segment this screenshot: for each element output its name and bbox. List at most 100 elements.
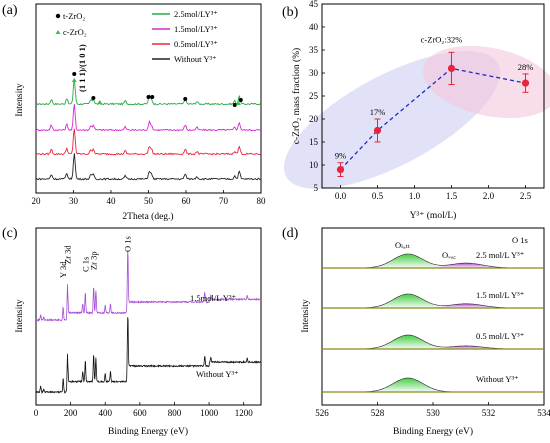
- panel-d-curves: 2.5 mol/L Y³⁺ 1.5 mol/L Y³⁺ 0.5 mol/L Y³⁺ W…: [322, 250, 544, 393]
- panel-b-point-3: [521, 79, 530, 87]
- panel-a-xtick-label-0: 20: [32, 196, 42, 206]
- panel-a-xtick-label-4: 60: [182, 196, 192, 206]
- c-zro2-legend-marker: [55, 30, 61, 34]
- panel-c-peak-label-0: Y 3d: [58, 261, 68, 278]
- panel-c-peak-label-4: O 1s: [123, 236, 133, 252]
- panel-d-ovac-fill-2: [322, 345, 544, 349]
- panel-c-xtick-label-3: 600: [133, 408, 147, 418]
- panel-d-series-label-3: Without Y³⁺: [476, 374, 519, 384]
- panel-d-x-ticks: 526 528 530 532 534: [315, 402, 550, 418]
- panel-d-ylabel: Intensity: [301, 299, 311, 332]
- panel-a-series-0: [35, 78, 262, 106]
- panel-d-xtick-label-0: 526: [315, 408, 329, 418]
- panel-b-point-label-1: 17%: [370, 107, 386, 117]
- panel-a-c-marker-2: [236, 101, 241, 105]
- panel-a-legend-label-2: 0.5mol/LY³⁺: [174, 39, 218, 49]
- panel-a-xlabel: 2Theta (deg.): [122, 211, 173, 222]
- panel-c-xtick-label-5: 1000: [200, 408, 219, 418]
- panel-b-xtick-label-4: 2.0: [483, 191, 495, 201]
- panel-b-ytick-label-0: 5: [314, 183, 319, 193]
- panel-b-mass-fraction: 0.0 0.5 1.0 1.5 2.0 2.5 5 10 15 20 25 30 35 40 45 9% 17…: [283, 0, 550, 221]
- panel-a-t-marker-3: [150, 95, 155, 99]
- panel-b-ytick-label-4: 25: [309, 91, 319, 101]
- panel-b-ytick-label-2: 15: [309, 137, 319, 147]
- panel-c-xtick-label-2: 400: [98, 408, 112, 418]
- panel-c-frame: [35, 227, 262, 406]
- panel-b-xtick-label-0: 0.0: [335, 191, 347, 201]
- panel-d-olatt-fill-3: [322, 378, 544, 392]
- panel-b-xtick-label-1: 0.5: [372, 191, 384, 201]
- panel-a-series-3: [35, 153, 261, 181]
- panel-a-legend-label-0: 2.5mol/LY³⁺: [174, 9, 218, 19]
- panel-b-points: 9% 17% c-ZrO₂:32% 28%: [335, 34, 533, 177]
- panel-a-legend: 2.5mol/LY³⁺ 1.5mol/LY³⁺ 0.5mol/LY³⁺ Without…: [152, 9, 218, 64]
- panel-letter-c: (c): [2, 226, 18, 241]
- panel-c-xlabel: Binding Energy (eV): [108, 426, 188, 437]
- panel-d-xtick-label-4: 534: [537, 408, 550, 418]
- panel-b-point-1: [373, 126, 382, 135]
- panel-letter-a: (a): [2, 3, 18, 18]
- panel-a-legend-label-1: 1.5mol/LY³⁺: [174, 24, 218, 34]
- panel-b-ytick-label-6: 35: [309, 45, 319, 55]
- panel-b-point-label-0: 9%: [335, 151, 346, 161]
- panel-c-series-label-2: Without Y³⁺: [196, 369, 239, 379]
- panel-d-xtick-label-3: 532: [482, 408, 496, 418]
- panel-a-xtick-label-6: 80: [257, 196, 267, 206]
- panel-c-xtick-label-4: 800: [168, 408, 182, 418]
- panel-c-series-0: [36, 251, 262, 323]
- panel-a-xtick-label-5: 70: [219, 196, 229, 206]
- panel-a-t-marker-5: [232, 103, 237, 107]
- panel-a-c-marker-1: [97, 100, 103, 104]
- panel-a-series-1: [35, 103, 262, 132]
- panel-b-pink-ellipse: [423, 45, 550, 119]
- panel-a-x-ticks: 20 30 40 50 60 70 80: [32, 190, 267, 206]
- panel-a-t-marker-4: [183, 97, 188, 101]
- panel-d-olatt-fill-0: [322, 254, 544, 268]
- panel-d-series-label-2: 0.5 mol/L Y³⁺: [476, 331, 524, 341]
- panel-a-xtick-label-3: 50: [144, 196, 154, 206]
- panel-d-olatt-label: Oₗₐₜₜ: [395, 240, 411, 250]
- panel-b-xtick-label-3: 1.5: [446, 191, 458, 201]
- panel-a-xrd: 20 30 40 50 60 70 80 (1 1 1)/(1 0 1) t-ZrO₂ c-…: [15, 3, 267, 222]
- panel-a-xtick-label-1: 30: [69, 196, 79, 206]
- panel-c-xtick-label-1: 200: [64, 408, 78, 418]
- panel-d-o1s: 526 528 530 532 534 2.5 mol/L Y³⁺ 1.5 mol/L Y…: [301, 227, 550, 437]
- panel-d-series-label-1: 1.5 mol/L Y³⁺: [476, 290, 524, 300]
- t-zro2-legend-marker: [55, 13, 61, 19]
- panel-a-series-2: [35, 128, 262, 156]
- panel-c-series-label-1: 1.5mol/L Y³⁺: [190, 293, 236, 303]
- panel-c-peak-label-3: Zr 3p: [89, 251, 99, 270]
- panel-d-xlabel: Binding Energy (eV): [393, 426, 473, 437]
- panel-a-t-marker-1: [91, 96, 96, 100]
- panel-a-c-marker-0: [71, 78, 77, 82]
- panel-b-ytick-label-3: 20: [309, 114, 319, 124]
- panel-c-series: [35, 251, 262, 394]
- panel-c-ylabel: Intensity: [15, 299, 25, 332]
- panel-d-ovac-fill-0: [322, 263, 544, 268]
- panel-a-ylabel: Intensity: [15, 83, 25, 116]
- panel-b-ylabel: c-ZrO₂ mass fraction (%): [291, 48, 302, 144]
- panel-b-point-label-2: c-ZrO₂:32%: [421, 34, 463, 44]
- panel-d-xtick-label-2: 530: [426, 408, 440, 418]
- panel-b-ytick-label-5: 30: [309, 68, 319, 78]
- panel-d-xtick-label-1: 528: [371, 408, 385, 418]
- panel-a-t-marker-0: [72, 72, 77, 76]
- panel-c-xtick-label-0: 0: [34, 408, 39, 418]
- panel-b-point-2: [447, 64, 456, 72]
- panel-b-ytick-label-7: 40: [309, 22, 319, 32]
- panel-a-xtick-label-2: 40: [107, 196, 117, 206]
- panel-d-ovac-fill-1: [322, 303, 544, 308]
- panel-a-series: [35, 78, 262, 181]
- panel-b-ticks: 0.0 0.5 1.0 1.5 2.0 2.5 5 10 15 20 25 30 35 40 45: [309, 0, 532, 201]
- panel-c-peak-label-1: Zr 3d: [63, 245, 73, 264]
- panel-d-olatt-fill-1: [322, 294, 544, 308]
- panel-c-series-1: [35, 317, 262, 394]
- panel-letter-b: (b): [282, 5, 299, 20]
- panel-b-ytick-label-8: 45: [309, 0, 319, 9]
- panel-a-legend-label-3: Without Y³⁺: [174, 54, 217, 64]
- panel-b-ytick-label-1: 10: [309, 160, 319, 170]
- panel-a-peak-markers: [71, 72, 243, 107]
